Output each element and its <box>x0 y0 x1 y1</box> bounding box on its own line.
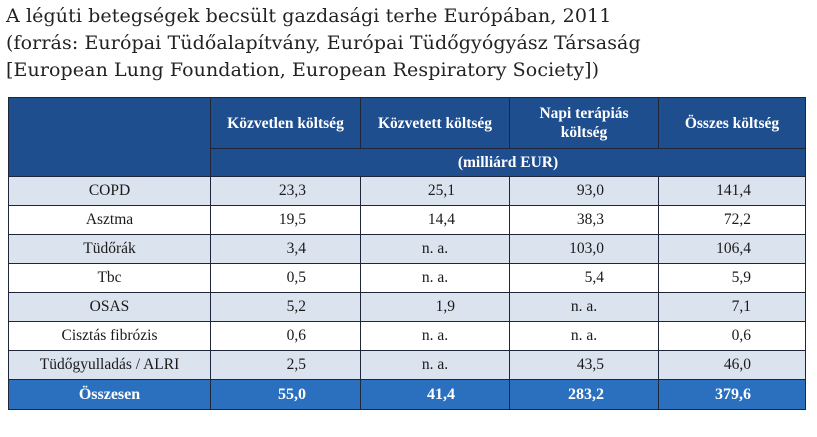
direct-cost-cell: 2,5 <box>210 350 361 380</box>
header-indirect-cost: Közvetett költség <box>360 97 510 149</box>
daily-therapy-cost-cell: 103,0 <box>509 234 659 264</box>
header-corner <box>8 97 211 177</box>
header-direct-cost: Közvetlen költség <box>210 97 361 149</box>
daily-therapy-cost-cell: 93,0 <box>509 176 659 206</box>
indirect-cost-cell: 14,4 <box>360 205 510 235</box>
table-row: Tbc 0,5 n. a. 5,4 5,9 <box>8 263 806 293</box>
table-row: Cisztás fibrózis 0,6 n. a. n. a. 0,6 <box>8 321 806 351</box>
indirect-cost-cell: n. a. <box>360 350 510 380</box>
header-unit: (milliárd EUR) <box>210 148 806 177</box>
direct-cost-cell: 3,4 <box>210 234 361 264</box>
row-label-cell: Tüdőrák <box>8 234 211 264</box>
direct-cost-cell: 19,5 <box>210 205 361 235</box>
direct-cost-cell: 0,5 <box>210 263 361 293</box>
total-cost-cell: 141,4 <box>658 176 806 206</box>
table-row: COPD 23,3 25,1 93,0 141,4 <box>8 176 806 206</box>
table-row: OSAS 5,2 1,9 n. a. 7,1 <box>8 292 806 322</box>
row-label-cell: Cisztás fibrózis <box>8 321 211 351</box>
row-label-cell: Tbc <box>8 263 211 293</box>
cost-table: Közvetlen költség Közvetett költség Napi… <box>8 97 806 410</box>
total-row-label: Összesen <box>8 379 211 410</box>
table-row: Asztma 19,5 14,4 38,3 72,2 <box>8 205 806 235</box>
total-total-cell: 379,6 <box>658 379 806 410</box>
daily-therapy-cost-cell: 5,4 <box>509 263 659 293</box>
table-row: Tüdőgyulladás / ALRI 2,5 n. a. 43,5 46,0 <box>8 350 806 380</box>
total-cost-cell: 72,2 <box>658 205 806 235</box>
row-label-cell: Asztma <box>8 205 211 235</box>
total-cost-cell: 5,9 <box>658 263 806 293</box>
indirect-cost-cell: n. a. <box>360 234 510 264</box>
caption-line-3: [European Lung Foundation, European Resp… <box>6 59 600 81</box>
total-row: Összesen 55,0 41,4 283,2 379,6 <box>8 379 806 410</box>
daily-therapy-cost-cell: 43,5 <box>509 350 659 380</box>
table-row: Tüdőrák 3,4 n. a. 103,0 106,4 <box>8 234 806 264</box>
daily-therapy-cost-cell: n. a. <box>509 292 659 322</box>
header-daily-therapy-cost: Napi terápiás költség <box>509 97 659 149</box>
total-cost-cell: 7,1 <box>658 292 806 322</box>
table-footer: Összesen 55,0 41,4 283,2 379,6 <box>8 379 806 410</box>
total-daily-cell: 283,2 <box>509 379 659 410</box>
indirect-cost-cell: n. a. <box>360 321 510 351</box>
total-cost-cell: 106,4 <box>658 234 806 264</box>
indirect-cost-cell: n. a. <box>360 263 510 293</box>
total-cost-cell: 46,0 <box>658 350 806 380</box>
row-label-cell: COPD <box>8 176 211 206</box>
table-header: Közvetlen költség Közvetett költség Napi… <box>8 97 806 177</box>
direct-cost-cell: 0,6 <box>210 321 361 351</box>
direct-cost-cell: 5,2 <box>210 292 361 322</box>
total-direct-cell: 55,0 <box>210 379 361 410</box>
row-label-cell: OSAS <box>8 292 211 322</box>
caption-line-1: A légúti betegségek becsült gazdasági te… <box>6 5 612 27</box>
row-label-cell: Tüdőgyulladás / ALRI <box>8 350 211 380</box>
daily-therapy-cost-cell: n. a. <box>509 321 659 351</box>
daily-therapy-cost-cell: 38,3 <box>509 205 659 235</box>
header-total-cost: Összes költség <box>658 97 806 149</box>
total-indirect-cell: 41,4 <box>360 379 510 410</box>
caption-line-2: (forrás: Európai Tüdőalapítvány, Európai… <box>6 32 641 54</box>
total-cost-cell: 0,6 <box>658 321 806 351</box>
indirect-cost-cell: 25,1 <box>360 176 510 206</box>
table-caption: A légúti betegségek becsült gazdasági te… <box>6 3 806 84</box>
direct-cost-cell: 23,3 <box>210 176 361 206</box>
table-body: COPD 23,3 25,1 93,0 141,4 Asztma 19,5 14,4 38,3 7… <box>8 176 806 380</box>
indirect-cost-cell: 1,9 <box>360 292 510 322</box>
